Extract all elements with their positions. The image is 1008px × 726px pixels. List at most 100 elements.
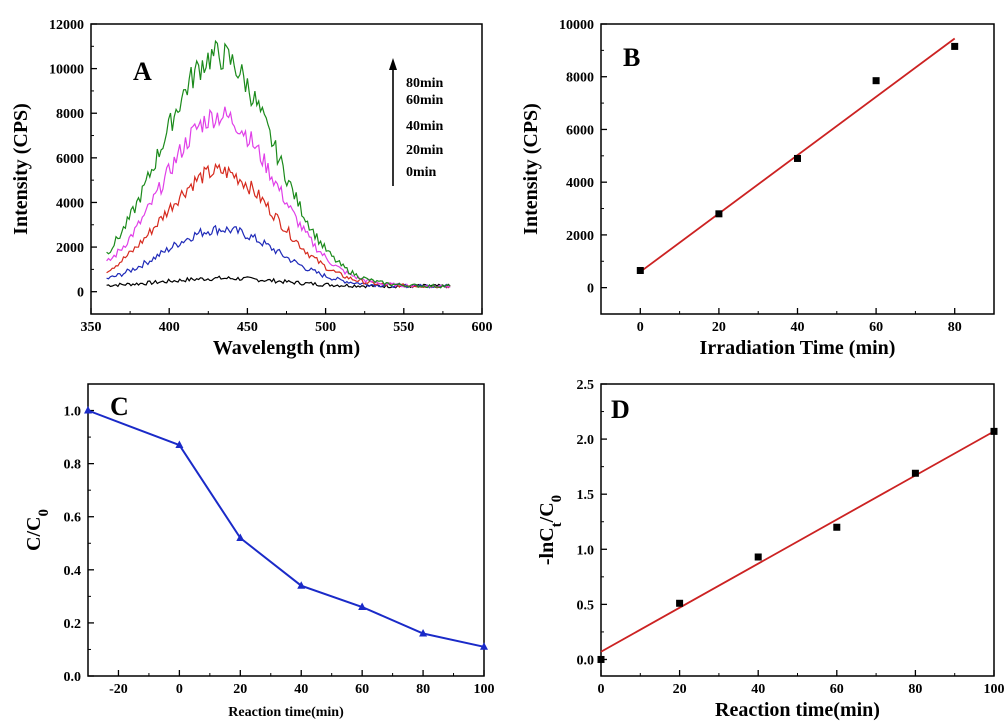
- data-point: [419, 629, 428, 637]
- panel-letter: D: [611, 395, 630, 424]
- y-tick-label: 6000: [56, 152, 84, 167]
- x-tick-label: 20: [233, 682, 247, 697]
- y-tick-label: 1.0: [577, 543, 595, 558]
- x-tick-label: -20: [109, 682, 128, 697]
- x-tick-label: 0: [637, 320, 644, 335]
- x-tick-label: 40: [294, 682, 308, 697]
- x-tick-label: 20: [712, 320, 726, 335]
- time-annotation: 60min: [406, 93, 444, 108]
- panel-letter: C: [110, 392, 129, 421]
- plot-frame: [600, 23, 995, 315]
- y-tick-label: 8000: [566, 71, 594, 86]
- y-tick-label: 6000: [566, 123, 594, 138]
- data-point: [236, 533, 245, 541]
- data-point: [597, 655, 605, 663]
- x-tick-label: 0: [598, 682, 605, 697]
- plot-frame: [600, 383, 995, 677]
- y-tick-label: 10000: [49, 63, 84, 78]
- x-tick-label: 60: [355, 682, 369, 697]
- y-tick-label: 2.5: [577, 378, 595, 393]
- x-tick-label: 600: [472, 320, 493, 335]
- y-tick-label: 4000: [566, 176, 594, 191]
- y-tick-label: 0.8: [64, 458, 82, 473]
- x-tick-label: 500: [315, 320, 336, 335]
- y-tick-label: 0.2: [64, 617, 82, 632]
- data-point: [636, 267, 644, 274]
- x-tick-label: 350: [81, 320, 102, 335]
- y-tick-label: 0: [77, 286, 84, 301]
- x-axis-label: Wavelength (nm): [213, 337, 360, 359]
- x-tick-label: 40: [791, 320, 805, 335]
- time-annotation: 20min: [406, 143, 444, 158]
- data-point: [297, 581, 306, 589]
- x-tick-label: 40: [751, 682, 765, 697]
- y-axis-label: Intensity (CPS): [520, 103, 542, 235]
- y-tick-label: 10000: [559, 18, 594, 33]
- series-line: [87, 409, 485, 648]
- x-tick-label: 550: [393, 320, 414, 335]
- y-label-part: -lnC: [536, 527, 558, 565]
- y-label-sub: 0: [549, 495, 565, 503]
- panel-c-concentration-chart: -20 0 20 40 60 80 100 0.0 0.2 0.4 0.6 0.8 1.0 Reactio…: [23, 383, 495, 720]
- y-tick-label: 0.4: [64, 564, 82, 579]
- plot-frame: [87, 383, 485, 677]
- x-tick-label: 450: [237, 320, 258, 335]
- y-axis-label: -lnCt/C0: [536, 495, 565, 565]
- data-point: [872, 77, 880, 85]
- y-axis-label: C/C0: [23, 509, 52, 551]
- y-tick-label: 0.5: [577, 598, 595, 613]
- data-point: [833, 523, 841, 531]
- y-tick-label: 8000: [56, 107, 84, 122]
- x-tick-label: 20: [673, 682, 687, 697]
- y-tick-label: 2000: [56, 241, 84, 256]
- data-point: [676, 599, 684, 607]
- spectrum-line-20min: [106, 224, 451, 289]
- panel-d-kinetics-chart: 0 20 40 60 80 100 0.0 0.5 1.0 1.5 2.0 2.5 Reaction t…: [536, 378, 1005, 721]
- y-label-part: /C: [536, 502, 558, 523]
- x-tick-label: 100: [474, 682, 495, 697]
- y-tick-label: 0: [587, 282, 594, 297]
- spectrum-line-60min: [106, 106, 451, 289]
- y-label-sub: 0: [36, 509, 52, 517]
- x-tick-label: 80: [948, 320, 962, 335]
- data-point: [951, 42, 959, 50]
- y-tick-label: 0.0: [577, 653, 595, 668]
- y-tick-label: 0.0: [64, 670, 82, 685]
- y-label-sub: t: [549, 522, 565, 527]
- y-tick-label: 1.5: [577, 488, 595, 503]
- panel-a-spectra-chart: 350 400 450 500 550 6000200040006000800010000…: [10, 18, 493, 359]
- data-point: [175, 440, 184, 449]
- time-annotation: 80min: [406, 76, 444, 91]
- y-tick-label: 2.0: [577, 433, 595, 448]
- time-annotation: 0min: [406, 165, 437, 180]
- data-point: [715, 210, 723, 218]
- data-point: [480, 642, 488, 650]
- y-tick-label: 1.0: [64, 405, 82, 420]
- y-tick-label: 4000: [56, 196, 84, 211]
- x-tick-label: 60: [830, 682, 844, 697]
- x-tick-label: 0: [176, 682, 183, 697]
- x-axis-label: Reaction time(min): [228, 705, 344, 720]
- fit-line: [600, 430, 995, 653]
- y-tick-label: 12000: [49, 18, 84, 33]
- spectrum-line-80min: [106, 39, 451, 289]
- panel-letter: B: [623, 43, 640, 72]
- data-point: [84, 406, 92, 414]
- y-tick-label: 2000: [566, 229, 594, 244]
- data-point: [911, 469, 919, 477]
- panel-letter: A: [133, 57, 152, 86]
- x-tick-label: 80: [908, 682, 922, 697]
- x-tick-label: 80: [416, 682, 430, 697]
- spectrum-line-40min: [106, 162, 451, 289]
- x-tick-label: 60: [869, 320, 883, 335]
- time-annotation: 40min: [406, 119, 444, 134]
- x-axis-label: Reaction time(min): [715, 699, 880, 721]
- data-point: [990, 427, 998, 435]
- x-tick-label: 100: [984, 682, 1005, 697]
- data-point: [358, 602, 367, 610]
- x-tick-label: 400: [159, 320, 180, 335]
- y-tick-label: 0.6: [64, 511, 82, 526]
- y-axis-label: Intensity (CPS): [10, 103, 32, 235]
- x-axis-label: Irradiation Time (min): [700, 337, 896, 359]
